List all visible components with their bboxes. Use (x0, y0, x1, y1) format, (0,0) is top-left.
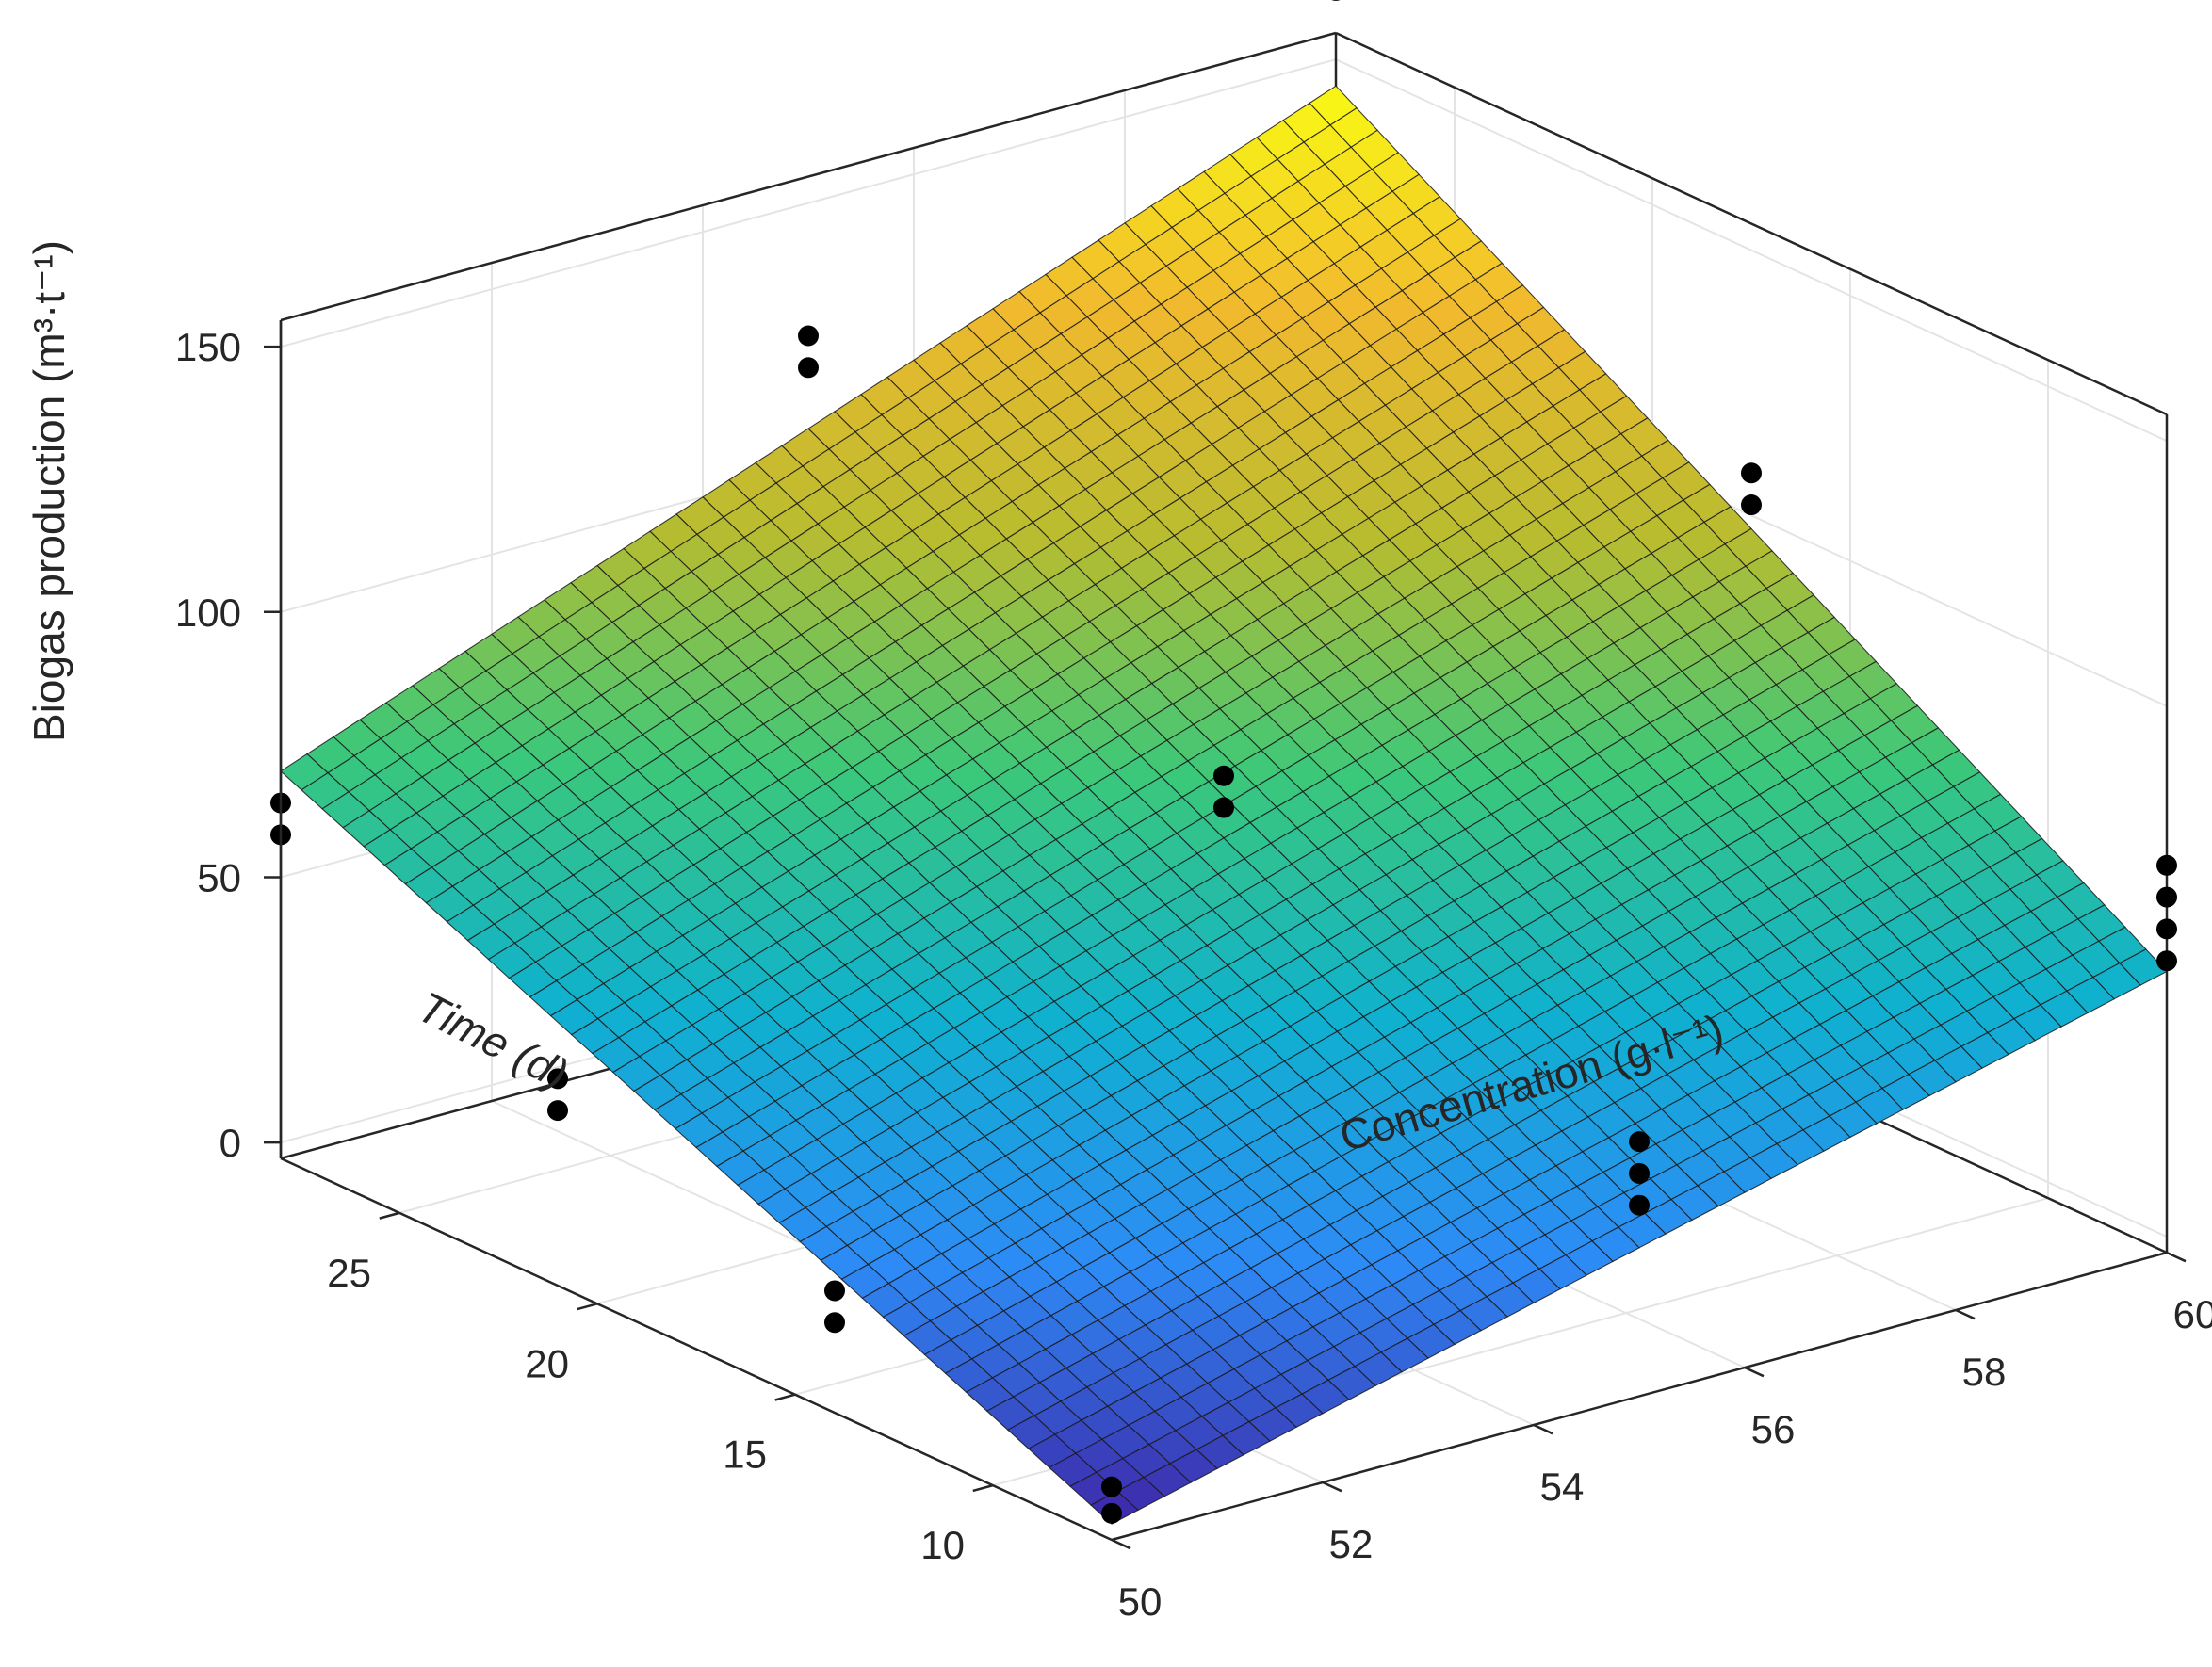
box-edge (280, 31, 1337, 322)
x-tick (1533, 1423, 1553, 1435)
grid-line (1335, 58, 2168, 443)
z-tick-label: 150 (175, 325, 241, 369)
data-point (1213, 765, 1234, 786)
y-tick-label: 10 (920, 1523, 965, 1567)
tick-marks (264, 345, 2187, 1550)
y-tick-label: 20 (525, 1341, 569, 1385)
z-tick-label: 50 (197, 855, 241, 899)
y-tick (774, 1393, 796, 1401)
z-tick-label: 100 (175, 591, 241, 635)
data-point (1741, 494, 1762, 516)
data-point (1101, 1476, 1122, 1497)
data-point (547, 1068, 568, 1090)
y-tick (577, 1303, 598, 1311)
x-tick (1744, 1366, 1765, 1378)
data-point (2156, 918, 2177, 940)
z-tick-label: 0 (220, 1121, 241, 1165)
x-tick-label: 52 (1329, 1522, 1374, 1566)
data-point (1629, 1194, 1650, 1216)
surface-patches (280, 85, 2168, 1525)
data-point (1331, 0, 1341, 1)
x-tick (1111, 1538, 1131, 1550)
x-tick-label: 60 (2173, 1292, 2212, 1336)
front-box-edges (279, 320, 2168, 1542)
box-edge (1335, 31, 2168, 416)
axis-line (280, 1157, 1113, 1542)
x-tick (1322, 1481, 1342, 1493)
data-point (2156, 886, 2177, 908)
x-tick (2166, 1251, 2187, 1263)
y-tick (379, 1211, 400, 1220)
x-tick (1955, 1308, 1976, 1320)
y-tick (972, 1483, 994, 1493)
data-point (798, 357, 819, 379)
data-point (1213, 797, 1234, 818)
y-tick-label: 25 (327, 1251, 371, 1295)
data-point (1629, 1131, 1650, 1153)
data-point (1629, 1162, 1650, 1184)
x-tick-label: 58 (1962, 1350, 2007, 1394)
y-tick-label: 15 (723, 1432, 767, 1477)
tick-labels: 0 50 100 150 50 52 54 56 58 60 10 15 20 25 (175, 325, 2212, 1624)
z-axis-label: Biogas production (m³·t⁻¹) (24, 240, 73, 742)
data-point (547, 1100, 568, 1122)
data-point (1741, 462, 1762, 484)
data-point (2156, 950, 2177, 972)
data-point (798, 325, 819, 347)
data-point (2156, 854, 2177, 876)
x-tick-label: 54 (1540, 1465, 1585, 1509)
axis-line (1111, 1251, 2168, 1542)
x-tick-label: 50 (1118, 1579, 1163, 1624)
x-tick-label: 56 (1751, 1407, 1796, 1451)
data-point (824, 1280, 845, 1302)
grid-line (280, 58, 1337, 348)
data-point (824, 1312, 845, 1334)
data-point (1101, 1502, 1122, 1524)
